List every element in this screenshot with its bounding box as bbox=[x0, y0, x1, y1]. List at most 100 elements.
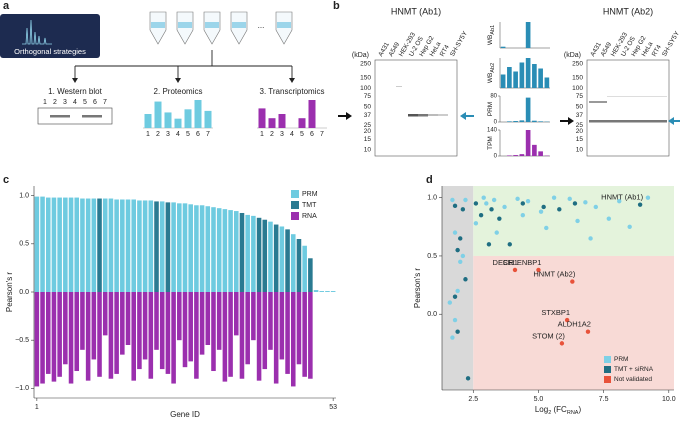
bar bbox=[204, 110, 212, 128]
lane-label: 7 bbox=[206, 131, 210, 138]
point bbox=[520, 212, 526, 218]
point bbox=[491, 197, 497, 203]
bar bbox=[500, 46, 506, 48]
lane-label: 5 bbox=[83, 99, 87, 106]
bar bbox=[258, 108, 266, 128]
point-label: STXBP1 bbox=[541, 308, 570, 317]
bar bbox=[120, 292, 125, 355]
point bbox=[465, 376, 471, 381]
point bbox=[452, 203, 458, 209]
point bbox=[484, 201, 489, 206]
marker-label: 15 bbox=[576, 136, 584, 143]
bar bbox=[538, 151, 543, 156]
bar bbox=[211, 207, 216, 292]
point bbox=[450, 335, 455, 340]
bar bbox=[525, 97, 531, 122]
point bbox=[507, 242, 512, 247]
bar bbox=[308, 292, 313, 379]
lane-label: 6 bbox=[310, 131, 314, 138]
bar bbox=[144, 114, 152, 128]
cell-line: SH-SY5Y bbox=[449, 30, 469, 58]
y-tick-label: 0.0 bbox=[427, 311, 437, 318]
point bbox=[450, 197, 455, 203]
bar bbox=[205, 206, 211, 292]
y-tick-label: −1.0 bbox=[15, 385, 29, 392]
panel-label: c bbox=[3, 174, 9, 186]
point bbox=[567, 196, 572, 202]
bar bbox=[538, 68, 543, 88]
lane-label: 4 bbox=[73, 99, 77, 106]
legend-swatch bbox=[604, 366, 611, 373]
bar bbox=[525, 130, 531, 156]
bar bbox=[519, 120, 525, 122]
bar bbox=[74, 292, 80, 372]
bar bbox=[85, 198, 91, 292]
point bbox=[460, 253, 466, 259]
bar bbox=[507, 121, 512, 122]
bar bbox=[268, 292, 273, 350]
point bbox=[520, 201, 526, 206]
region-not-validated bbox=[473, 255, 674, 390]
point bbox=[458, 259, 463, 264]
point bbox=[455, 247, 460, 253]
chart-label: WBAb1 bbox=[487, 25, 497, 45]
lane-label: 3 bbox=[63, 99, 67, 106]
bar bbox=[513, 121, 518, 122]
y-tick-label: 0.5 bbox=[19, 241, 29, 248]
legend-swatch bbox=[604, 356, 611, 363]
bar bbox=[171, 202, 176, 292]
lane-label: 3 bbox=[166, 131, 170, 138]
legend-label: Not validated bbox=[614, 376, 652, 383]
point bbox=[460, 207, 466, 212]
arrow-left-ab2 bbox=[560, 117, 574, 125]
bar bbox=[519, 62, 525, 88]
bar bbox=[165, 292, 171, 374]
bar bbox=[194, 205, 199, 292]
bar bbox=[188, 204, 193, 292]
bar bbox=[194, 292, 199, 379]
bar bbox=[234, 292, 239, 336]
point bbox=[583, 200, 588, 205]
lane-label: 3 bbox=[280, 131, 284, 138]
bar bbox=[45, 197, 51, 292]
point bbox=[588, 236, 593, 241]
point bbox=[473, 221, 479, 226]
panel-label: d bbox=[426, 174, 433, 186]
marker-label: 37 bbox=[576, 112, 584, 119]
bar bbox=[211, 292, 216, 372]
legend-swatch bbox=[291, 201, 299, 209]
marker-label: 75 bbox=[576, 93, 584, 100]
arrow-heads bbox=[72, 78, 295, 83]
unit-label: (kDa) bbox=[352, 52, 369, 59]
bar bbox=[85, 292, 91, 381]
bar bbox=[63, 197, 68, 292]
point bbox=[525, 198, 531, 204]
method-title: 1. Western blot bbox=[48, 87, 102, 96]
point bbox=[494, 230, 499, 235]
point bbox=[478, 212, 484, 218]
label-part: WB bbox=[487, 73, 494, 83]
blot-ab1-bands bbox=[396, 86, 448, 117]
bar bbox=[164, 112, 172, 128]
bar bbox=[308, 258, 313, 292]
bar bbox=[290, 234, 296, 292]
point bbox=[617, 198, 622, 204]
point bbox=[585, 329, 591, 334]
bar bbox=[137, 292, 142, 370]
point bbox=[481, 195, 486, 200]
point bbox=[447, 300, 453, 305]
point-label: STOM (2) bbox=[532, 331, 565, 340]
label-part: RNA bbox=[567, 410, 579, 416]
bar bbox=[108, 292, 114, 379]
point bbox=[452, 294, 458, 299]
y-axis-label: Pearson's r bbox=[5, 272, 14, 313]
bar bbox=[216, 208, 222, 292]
point bbox=[541, 204, 546, 210]
bar bbox=[159, 201, 165, 292]
bar bbox=[91, 198, 97, 292]
marker-label: 25 bbox=[364, 122, 372, 129]
bar bbox=[251, 292, 256, 341]
lane-label: 6 bbox=[196, 131, 200, 138]
